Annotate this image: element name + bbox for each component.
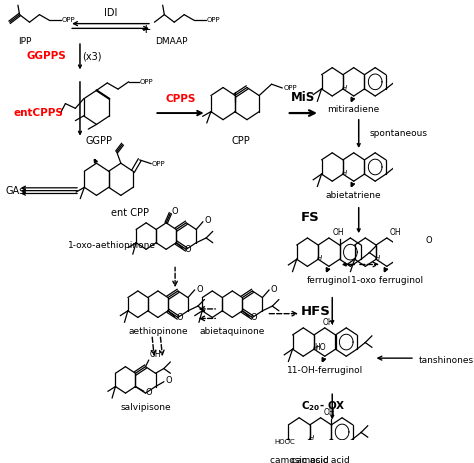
Text: O: O: [251, 313, 257, 322]
Text: aethiopinone: aethiopinone: [128, 327, 188, 336]
Text: ent CPP: ent CPP: [110, 208, 148, 218]
Text: O: O: [204, 216, 211, 225]
Text: O: O: [196, 285, 203, 294]
Text: (x3): (x3): [82, 51, 102, 61]
Text: spontaneous: spontaneous: [369, 129, 428, 138]
Text: HOOC: HOOC: [274, 439, 295, 445]
Text: OPP: OPP: [62, 17, 75, 23]
Text: O: O: [171, 207, 178, 216]
Text: OH: OH: [324, 408, 336, 417]
Text: O: O: [146, 388, 152, 397]
Text: 1-oxo-aethiopinone: 1-oxo-aethiopinone: [68, 241, 155, 250]
Text: OH: OH: [332, 228, 344, 238]
Text: O: O: [271, 285, 277, 294]
Text: OH: OH: [322, 319, 334, 327]
Text: GGPP: GGPP: [85, 136, 112, 146]
Text: O: O: [176, 313, 183, 322]
Text: O: O: [165, 376, 172, 385]
Text: OPP: OPP: [283, 85, 297, 91]
Text: $\mathbf{C_{20}}$- OX: $\mathbf{C_{20}}$- OX: [301, 400, 346, 413]
Text: H: H: [317, 255, 322, 261]
Text: abietaquinone: abietaquinone: [200, 327, 265, 336]
Text: H: H: [342, 170, 347, 176]
Text: HO: HO: [314, 343, 326, 352]
Text: 11-OH-ferruginol: 11-OH-ferruginol: [287, 366, 363, 375]
Text: H: H: [313, 345, 319, 351]
Text: ferruginol: ferruginol: [307, 276, 351, 285]
Text: abietatriene: abietatriene: [326, 191, 382, 200]
Text: GAs: GAs: [6, 186, 25, 196]
Text: OPP: OPP: [139, 79, 153, 85]
Text: O: O: [184, 245, 191, 254]
Text: O: O: [426, 236, 432, 245]
Text: 1-oxo ferruginol: 1-oxo ferruginol: [351, 276, 423, 285]
Text: MiS: MiS: [291, 91, 315, 104]
Text: DMAAP: DMAAP: [155, 38, 187, 46]
Text: HFS: HFS: [301, 305, 331, 318]
Text: OPP: OPP: [152, 161, 166, 167]
Text: FS: FS: [301, 211, 319, 224]
Text: entCPPS: entCPPS: [14, 108, 64, 118]
Text: camosic acid: camosic acid: [270, 456, 328, 463]
Text: H: H: [342, 85, 347, 91]
Text: CPPS: CPPS: [166, 94, 196, 104]
Text: H: H: [309, 435, 314, 441]
Text: IDI: IDI: [104, 8, 117, 19]
Text: camosic acid: camosic acid: [291, 456, 350, 463]
Text: OPP: OPP: [207, 17, 220, 23]
Text: mitiradiene: mitiradiene: [328, 106, 380, 114]
Text: +: +: [141, 23, 152, 36]
Text: H: H: [375, 255, 380, 261]
Text: tanshinones: tanshinones: [419, 357, 474, 365]
Text: OH: OH: [390, 228, 401, 238]
Text: OH: OH: [150, 350, 161, 359]
Text: GGPPS: GGPPS: [26, 51, 66, 61]
Text: CPP: CPP: [232, 136, 251, 146]
Text: salvipisone: salvipisone: [120, 403, 171, 412]
Text: IPP: IPP: [18, 38, 31, 46]
